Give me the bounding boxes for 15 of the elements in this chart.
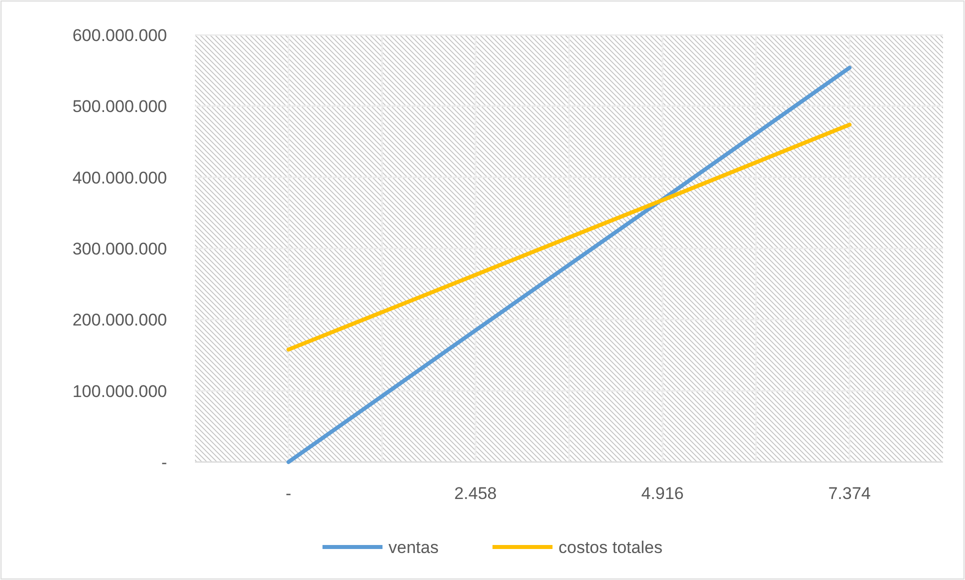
y-tick-label: 200.000.000 (72, 310, 167, 330)
x-tick-label: 2.458 (454, 484, 497, 503)
y-tick-label: 300.000.000 (72, 239, 167, 258)
y-tick-label: 500.000.000 (72, 97, 167, 116)
y-tick-label: - (161, 452, 167, 472)
x-tick-label: 4.916 (641, 484, 684, 503)
x-tick-label: - (286, 484, 292, 503)
legend-label: costos totales (558, 538, 662, 557)
y-tick-label: 600.000.000 (72, 26, 167, 45)
y-tick-label: 100.000.000 (72, 382, 167, 401)
legend-label: ventas (388, 538, 439, 557)
x-tick-label: 7.374 (828, 484, 871, 503)
line-series (286, 122, 852, 352)
y-tick-label: 400.000.000 (72, 168, 167, 188)
line-series (286, 66, 852, 464)
